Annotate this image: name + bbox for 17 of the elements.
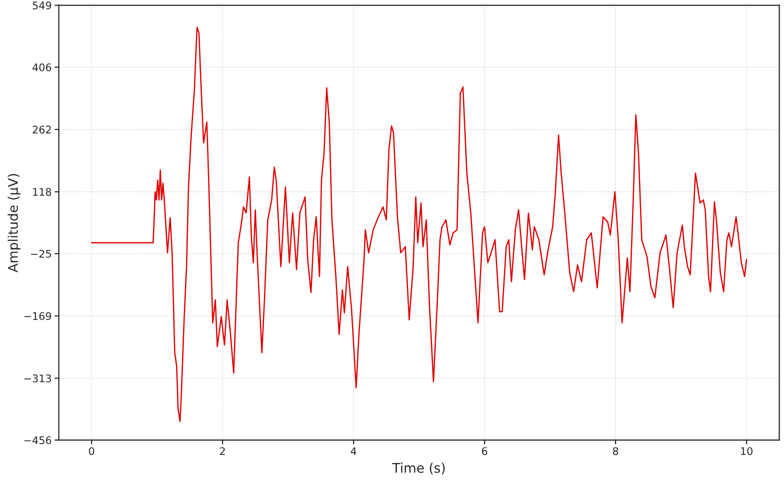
x-tick-label: 8	[612, 447, 618, 456]
y-tick-label: 118	[33, 188, 52, 196]
y-axis-title: Amplitude (µV)	[8, 174, 20, 272]
y-tick-label: −313	[24, 374, 52, 382]
x-tick-label: 4	[350, 447, 356, 455]
x-tick-label: 0	[88, 447, 94, 456]
y-tick-label: −169	[24, 312, 52, 320]
y-tick-label: 262	[32, 126, 51, 134]
x-tick-label: 6	[482, 447, 488, 456]
x-axis-title: Time (s)	[392, 462, 445, 474]
y-tick-label: −456	[24, 436, 52, 444]
y-tick-label: −25	[30, 250, 51, 258]
y-tick-label: 549	[32, 2, 52, 10]
x-tick-label: 10	[741, 447, 752, 456]
y-tick-label: 406	[32, 63, 52, 72]
line-series	[90, 26, 748, 422]
x-tick-label: 2	[220, 447, 225, 455]
